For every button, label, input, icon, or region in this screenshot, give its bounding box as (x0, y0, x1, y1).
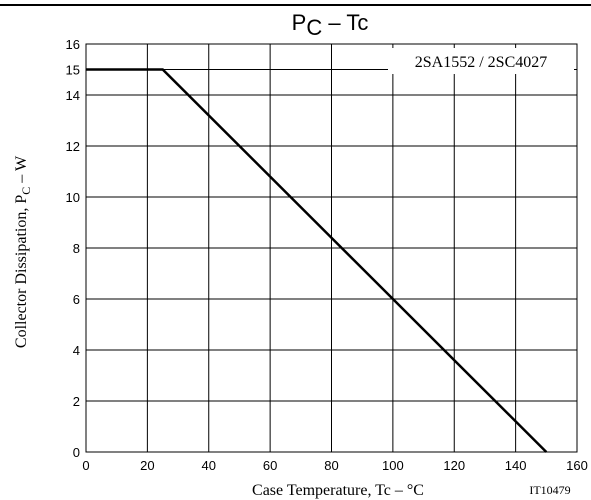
ylabel-main: Collector Dissipation, P (13, 195, 30, 348)
x-tick-label: 80 (324, 458, 338, 473)
annotation-label: 2SA1552 / 2SC4027 (415, 54, 547, 71)
tick-labels: 0 20 40 60 80 100 120 140 160 0 2 4 6 8 10 12 14 15 16 (66, 37, 588, 473)
chart-title: PC – Tc (292, 10, 369, 40)
title-main: P (292, 10, 307, 35)
y-tick-label: 2 (73, 394, 80, 409)
title-rest: – Tc (322, 10, 368, 35)
y-tick-label: 15 (66, 63, 80, 78)
x-tick-label: 60 (263, 458, 277, 473)
y-tick-label: 10 (66, 190, 80, 205)
y-tick-label: 0 (73, 445, 80, 460)
y-tick-label: 6 (73, 292, 80, 307)
ylabel-subscript: C (19, 187, 33, 195)
pc-derating-line (86, 68, 548, 453)
annotation-box (388, 48, 574, 74)
x-tick-label: 20 (140, 458, 154, 473)
x-tick-label: 120 (443, 458, 465, 473)
x-tick-label: 100 (382, 458, 404, 473)
y-axis-label: Collector Dissipation, PC – W (13, 155, 33, 348)
figure-code: IT10479 (529, 483, 570, 497)
y-tick-label: 14 (66, 88, 80, 103)
x-tick-label: 40 (202, 458, 216, 473)
x-tick-label: 140 (505, 458, 527, 473)
ylabel-rest: – W (13, 155, 30, 187)
series-layer (86, 68, 548, 453)
grid-layer (85, 43, 578, 453)
y-tick-label: 8 (73, 241, 80, 256)
x-axis-label: Case Temperature, Tc – °C (252, 482, 424, 499)
y-tick-label: 12 (66, 139, 80, 154)
x-tick-label: 160 (566, 458, 588, 473)
y-tick-label: 4 (73, 343, 80, 358)
x-tick-label: 0 (82, 458, 89, 473)
y-tick-label: 16 (66, 37, 80, 52)
title-subscript: C (306, 15, 322, 40)
plot-frame (85, 43, 578, 453)
